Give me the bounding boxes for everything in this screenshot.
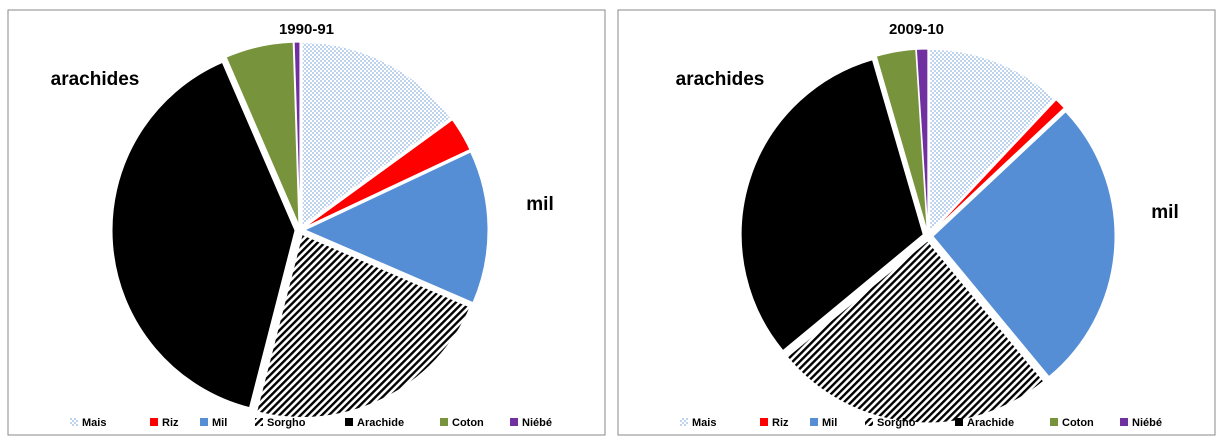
pie-slice (929, 48, 1056, 233)
legend-marker (810, 418, 818, 426)
pie-slice (740, 59, 924, 352)
pie-slice (786, 240, 1045, 424)
pie-slice (293, 41, 301, 226)
legend-label: Niébé (1132, 417, 1162, 429)
pie-slice (256, 233, 471, 418)
legend-marker (200, 418, 208, 426)
legend-marker (255, 418, 263, 426)
annotation: arachides (676, 69, 765, 90)
legend-marker (955, 418, 963, 426)
legend-marker (760, 418, 768, 426)
legend-label: Sorgho (877, 417, 916, 429)
legend-label: Mil (822, 417, 837, 429)
annotation: mil (526, 194, 553, 215)
legend-label: Coton (1062, 417, 1094, 429)
legend-label: Niébé (522, 417, 552, 429)
pie-slice (875, 48, 928, 232)
annotation: mil (1151, 202, 1178, 223)
chart-title: 1990-91 (279, 21, 334, 38)
legend-marker (1050, 418, 1058, 426)
legend-label: Sorgho (267, 417, 306, 429)
legend-marker (1120, 418, 1128, 426)
legend-marker (680, 418, 688, 426)
legend-label: Mais (692, 417, 716, 429)
legend-marker (70, 418, 78, 426)
legend-marker (440, 418, 448, 426)
pie-slice (111, 61, 296, 409)
pie-slice (225, 41, 300, 226)
annotation: arachides (51, 69, 140, 90)
pie-slice (932, 111, 1116, 378)
chart-title: 2009-10 (889, 21, 944, 38)
pie-slice (931, 99, 1065, 233)
legend-label: Riz (772, 417, 789, 429)
legend-label: Mil (212, 417, 227, 429)
legend-label: Arachide (967, 417, 1014, 429)
legend-label: Mais (82, 417, 106, 429)
pie-slice (301, 42, 452, 227)
legend-marker (150, 418, 158, 426)
legend-label: Riz (162, 417, 179, 429)
legend-label: Coton (452, 417, 484, 429)
pie-slice (915, 48, 929, 232)
pie-slice (304, 119, 471, 228)
legend-label: Arachide (357, 417, 404, 429)
legend-marker (345, 418, 353, 426)
pie-slice (303, 151, 489, 304)
legend-marker (510, 418, 518, 426)
legend-marker (865, 418, 873, 426)
